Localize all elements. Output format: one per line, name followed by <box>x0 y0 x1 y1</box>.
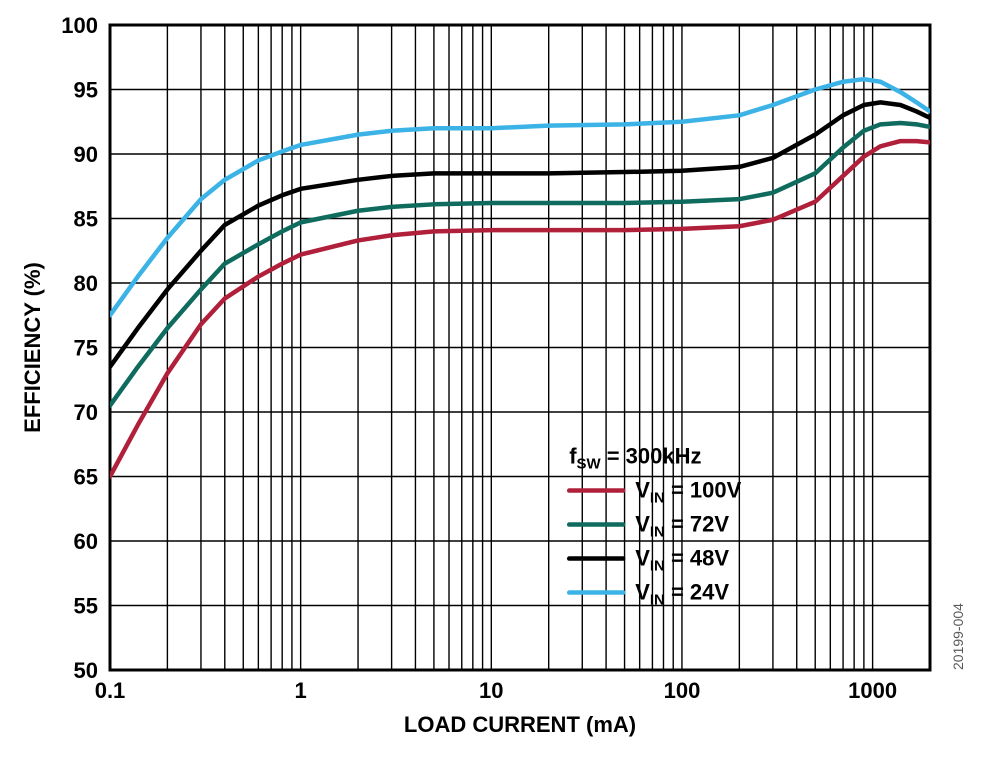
legend-entry: VIN = 24V <box>635 580 729 609</box>
y-tick-label: 90 <box>74 142 98 167</box>
x-tick-label: 1 <box>295 678 307 703</box>
figure-id-label: 20199-004 <box>950 603 966 670</box>
y-tick-label: 100 <box>61 13 98 38</box>
y-tick-label: 60 <box>74 529 98 554</box>
x-tick-label: 0.1 <box>95 678 126 703</box>
y-tick-label: 95 <box>74 78 98 103</box>
y-tick-label: 80 <box>74 271 98 296</box>
x-tick-label: 100 <box>664 678 701 703</box>
legend-entry: VIN = 72V <box>635 512 729 541</box>
chart-svg: 0.1 1 10 100 1000 50 55 60 65 70 75 80 85 90 95 100 LOAD… <box>0 0 990 767</box>
x-axis-label: LOAD CURRENT (mA) <box>404 712 636 737</box>
y-tick-label: 65 <box>74 465 98 490</box>
y-tick-label: 75 <box>74 336 98 361</box>
y-tick-label: 85 <box>74 207 98 232</box>
y-tick-label: 50 <box>74 658 98 683</box>
efficiency-chart: 0.1 1 10 100 1000 50 55 60 65 70 75 80 85 90 95 100 LOAD… <box>0 0 990 767</box>
y-axis-label: EFFICIENCY (%) <box>20 262 45 433</box>
legend-entry: VIN = 48V <box>635 546 729 575</box>
x-tick-label: 10 <box>479 678 503 703</box>
y-tick-label: 70 <box>74 400 98 425</box>
x-tick-label: 1000 <box>848 678 897 703</box>
y-tick-label: 55 <box>74 594 98 619</box>
